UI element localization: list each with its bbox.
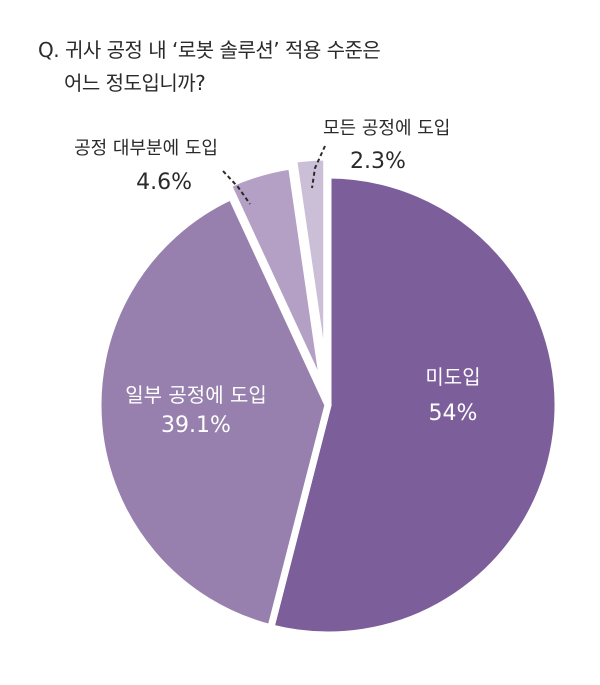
chart-title: Q. 귀사 공정 내 ‘로봇 솔루션’ 적용 수준은 어느 정도입니까? [38, 34, 381, 100]
slice-value-label: 4.6% [136, 170, 192, 195]
slice-value-label: 39.1% [161, 413, 231, 438]
leader-line [222, 170, 251, 205]
pie-slice [266, 171, 562, 639]
slice-value-label: 2.3% [350, 149, 406, 174]
pie-slice [289, 153, 331, 388]
title-line-1: Q. 귀사 공정 내 ‘로봇 솔루션’ 적용 수준은 [38, 38, 381, 62]
slice-label: 공정 대부분에 도입 [74, 138, 218, 159]
slice-label: 모든 공정에 도입 [323, 118, 450, 139]
leader-line [311, 145, 326, 189]
pie-slice [94, 191, 332, 633]
title-line-2: 어느 정도입니까? [64, 71, 206, 95]
slice-value-label: 54% [429, 401, 478, 426]
slice-label: 일부 공정에 도입 [125, 383, 267, 407]
slice-label: 미도입 [425, 365, 480, 389]
